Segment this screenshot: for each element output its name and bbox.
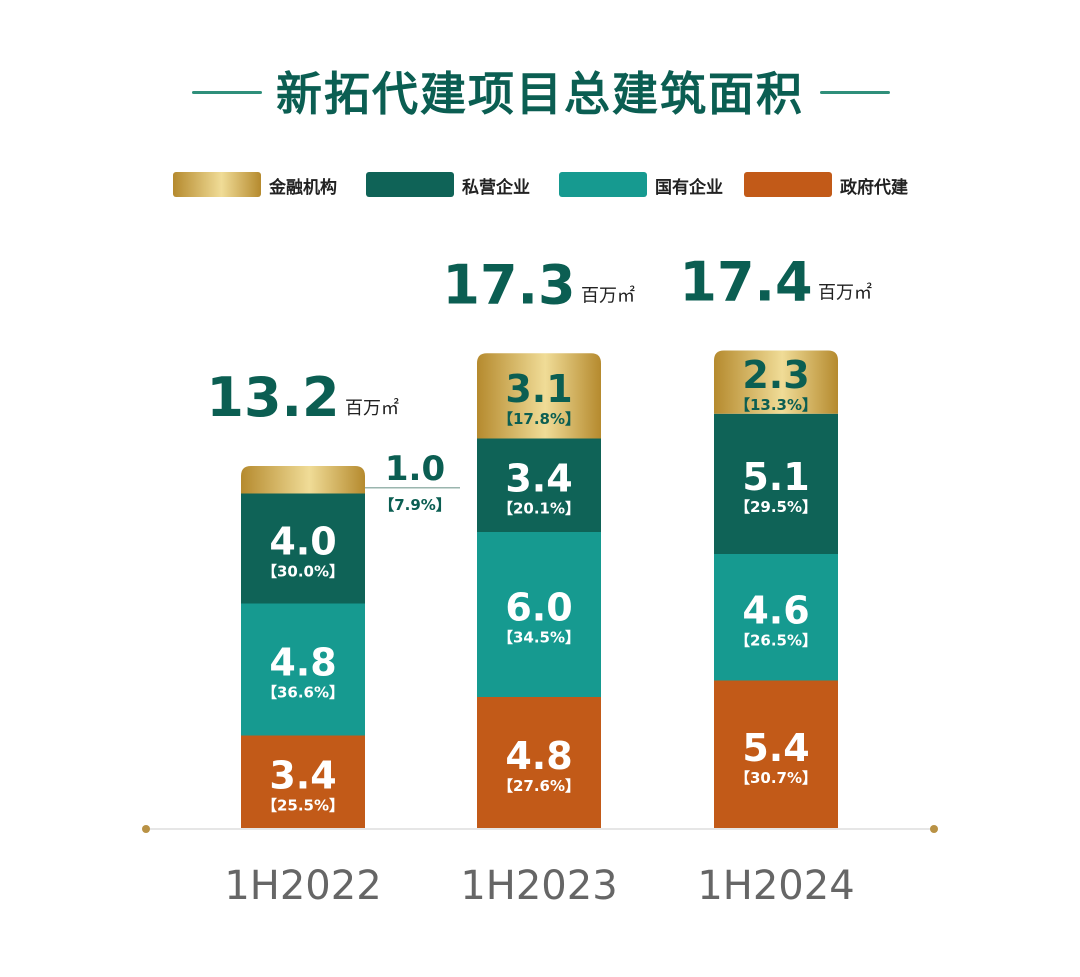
segment-value-label: 3.4 bbox=[269, 753, 336, 797]
category-label: 1H2023 bbox=[460, 863, 617, 909]
segment-value-label: 2.3 bbox=[742, 353, 809, 397]
segment-value-label: 3.4 bbox=[505, 456, 572, 500]
bar-segment-government-1H2023 bbox=[477, 697, 601, 829]
segment-percent-label: 【34.5%】 bbox=[498, 629, 580, 647]
gold-gradient-swatch bbox=[173, 172, 261, 197]
segment-value-label: 5.4 bbox=[742, 726, 809, 770]
bar-segment-private-1H2022 bbox=[241, 493, 365, 604]
title-decoration-left bbox=[192, 91, 262, 94]
bar-segment-state-1H2022 bbox=[241, 603, 365, 736]
segment-value-label: 4.8 bbox=[269, 641, 336, 685]
chart-title: 新拓代建项目总建筑面积 bbox=[276, 67, 804, 121]
bar-segment-government-1H2024 bbox=[714, 680, 838, 829]
total-value-label: 13.2 bbox=[206, 366, 339, 429]
segment-value-label: 3.1 bbox=[505, 367, 572, 411]
title-area: 新拓代建项目总建筑面积 bbox=[0, 58, 1080, 128]
segment-value-callout: 1.0 bbox=[385, 449, 445, 489]
segment-percent-label: 【26.5%】 bbox=[735, 631, 817, 649]
total-unit-label: 百万㎡ bbox=[581, 284, 635, 306]
total-value-label: 17.3 bbox=[442, 253, 575, 316]
segment-percent-label: 【29.5%】 bbox=[735, 498, 817, 516]
segment-percent-label: 【30.0%】 bbox=[262, 563, 344, 581]
baseline-dot-right bbox=[930, 825, 938, 833]
legend-label: 国有企业 bbox=[655, 178, 723, 198]
category-label: 1H2024 bbox=[697, 863, 854, 909]
title-decoration-right bbox=[820, 91, 890, 94]
legend-label: 政府代建 bbox=[840, 178, 908, 198]
segment-percent-callout: 【7.9%】 bbox=[379, 496, 451, 514]
segment-value-label: 5.1 bbox=[742, 455, 809, 499]
category-label: 1H2022 bbox=[224, 863, 381, 909]
bar-segment-private-1H2023 bbox=[477, 438, 601, 532]
total-unit-label: 百万㎡ bbox=[818, 282, 872, 304]
bar-segment-state-1H2024 bbox=[714, 554, 838, 681]
total-value-label: 17.4 bbox=[679, 251, 812, 314]
legend: 金融机构 私营企业 国有企业 政府代建 bbox=[0, 172, 1080, 202]
legend-label: 私营企业 bbox=[462, 178, 530, 198]
bar-segment-financial-1H2022 bbox=[241, 466, 365, 494]
segment-value-label: 6.0 bbox=[505, 586, 572, 630]
bar-segment-government-1H2022 bbox=[241, 735, 365, 829]
segment-percent-label: 【17.8%】 bbox=[498, 410, 580, 428]
legend-label: 金融机构 bbox=[269, 178, 337, 198]
baseline-dot-left bbox=[142, 825, 150, 833]
segment-percent-label: 【25.5%】 bbox=[262, 796, 344, 814]
segment-value-label: 4.6 bbox=[742, 588, 809, 632]
dark-teal-swatch bbox=[366, 172, 454, 197]
segment-percent-label: 【20.1%】 bbox=[498, 499, 580, 517]
segment-percent-label: 【36.6%】 bbox=[262, 684, 344, 702]
bar-segment-financial-1H2023 bbox=[477, 353, 601, 439]
bar-segment-private-1H2024 bbox=[714, 413, 838, 554]
total-unit-label: 百万㎡ bbox=[345, 397, 399, 419]
bar-segment-state-1H2023 bbox=[477, 532, 601, 697]
orange-swatch bbox=[744, 172, 832, 197]
segment-value-label: 4.0 bbox=[269, 520, 336, 564]
segment-value-label: 4.8 bbox=[505, 734, 572, 778]
bar-segment-financial-1H2024 bbox=[714, 350, 838, 414]
segment-percent-label: 【27.6%】 bbox=[498, 777, 580, 795]
teal-swatch bbox=[559, 172, 647, 197]
segment-percent-label: 【13.3%】 bbox=[735, 396, 817, 414]
segment-percent-label: 【30.7%】 bbox=[735, 769, 817, 787]
